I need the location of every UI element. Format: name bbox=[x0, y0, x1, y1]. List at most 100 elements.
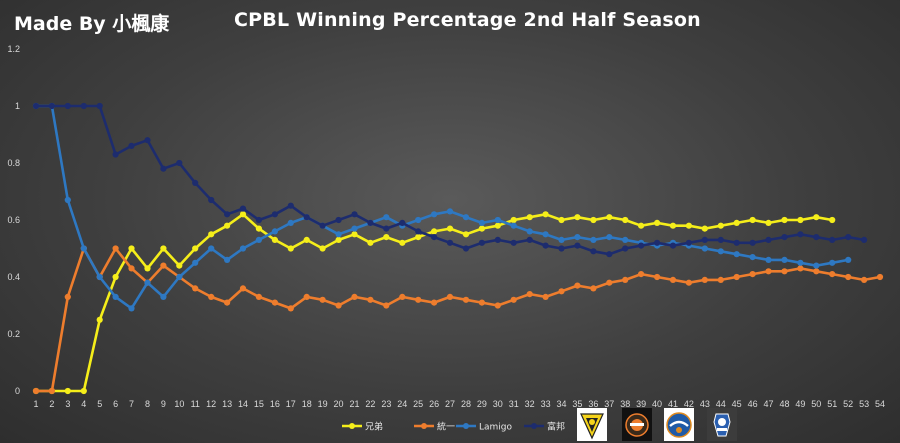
data-point bbox=[319, 222, 326, 229]
data-point bbox=[303, 214, 310, 221]
data-point bbox=[48, 387, 56, 395]
data-point bbox=[669, 242, 677, 249]
data-point bbox=[478, 299, 485, 306]
legend-label: 富邦 bbox=[547, 421, 565, 433]
data-point bbox=[781, 268, 788, 275]
x-tick-label: 12 bbox=[206, 399, 216, 409]
data-point bbox=[144, 279, 151, 286]
data-point bbox=[765, 268, 772, 275]
legend-swatch-marker bbox=[349, 423, 355, 429]
x-tick-label: 30 bbox=[493, 399, 503, 409]
x-tick-label: 45 bbox=[732, 399, 742, 409]
data-point bbox=[717, 248, 724, 255]
data-point bbox=[574, 214, 581, 221]
data-point bbox=[80, 102, 87, 110]
series-2 bbox=[32, 102, 852, 312]
data-point bbox=[510, 216, 517, 224]
series-line bbox=[36, 247, 881, 393]
data-point bbox=[765, 256, 772, 263]
data-point bbox=[415, 216, 422, 224]
x-tick-label: 39 bbox=[636, 399, 646, 409]
data-point bbox=[861, 236, 868, 243]
series-0 bbox=[32, 211, 836, 395]
data-point bbox=[192, 179, 199, 186]
data-point bbox=[112, 151, 119, 158]
data-point bbox=[749, 271, 756, 278]
data-point bbox=[494, 236, 501, 243]
data-point bbox=[622, 236, 629, 243]
data-point bbox=[224, 256, 231, 263]
data-point bbox=[749, 239, 756, 246]
x-tick-label: 33 bbox=[541, 399, 551, 409]
data-point bbox=[638, 271, 645, 278]
data-point bbox=[383, 214, 390, 221]
data-point bbox=[558, 288, 565, 295]
data-point bbox=[255, 293, 262, 300]
x-tick-label: 40 bbox=[652, 399, 662, 409]
data-point bbox=[590, 248, 597, 255]
x-tick-label: 25 bbox=[413, 399, 423, 409]
legend-label: 統一 bbox=[437, 421, 455, 433]
legend-swatch-marker bbox=[421, 423, 427, 429]
data-point bbox=[431, 211, 438, 218]
data-point bbox=[415, 234, 422, 241]
x-tick-label: 18 bbox=[302, 399, 312, 409]
data-point bbox=[622, 216, 629, 224]
x-tick-label: 19 bbox=[318, 399, 328, 409]
x-tick-label: 23 bbox=[381, 399, 391, 409]
data-point bbox=[80, 245, 87, 252]
data-point bbox=[765, 219, 772, 226]
data-point bbox=[96, 316, 103, 323]
data-point bbox=[208, 245, 215, 252]
data-point bbox=[287, 305, 294, 312]
data-point bbox=[319, 296, 326, 303]
data-point bbox=[431, 234, 438, 241]
data-point bbox=[462, 214, 470, 221]
y-tick-label: 0.2 bbox=[7, 329, 20, 339]
data-point bbox=[32, 102, 40, 110]
data-point bbox=[208, 293, 215, 300]
x-tick-label: 22 bbox=[365, 399, 375, 409]
data-point bbox=[558, 245, 565, 252]
chart-title: CPBL Winning Percentage 2nd Half Season bbox=[234, 9, 701, 31]
data-point bbox=[351, 225, 358, 232]
data-point bbox=[781, 256, 788, 263]
data-point bbox=[303, 293, 310, 300]
data-point bbox=[685, 239, 693, 246]
lions-logo bbox=[622, 408, 652, 441]
data-point bbox=[685, 279, 693, 286]
data-point bbox=[654, 219, 661, 226]
x-tick-label: 37 bbox=[604, 399, 614, 409]
data-point bbox=[717, 276, 724, 283]
x-tick-label: 48 bbox=[779, 399, 789, 409]
y-axis: 0 0.2 0.4 0.6 0.8 1 1.2 bbox=[7, 44, 20, 396]
x-tick-label: 49 bbox=[795, 399, 805, 409]
data-point bbox=[176, 262, 183, 269]
data-point bbox=[128, 245, 135, 252]
data-point bbox=[542, 231, 549, 238]
x-tick-label: 52 bbox=[843, 399, 853, 409]
data-point bbox=[797, 216, 804, 224]
data-point bbox=[239, 211, 247, 218]
series-lines bbox=[32, 102, 884, 395]
data-point bbox=[478, 239, 485, 246]
data-point bbox=[32, 387, 40, 395]
data-point bbox=[287, 219, 294, 226]
data-point bbox=[446, 239, 454, 246]
x-tick-label: 47 bbox=[764, 399, 774, 409]
data-point bbox=[526, 236, 533, 243]
x-tick-label: 17 bbox=[286, 399, 296, 409]
data-point bbox=[112, 293, 119, 300]
data-point bbox=[765, 236, 772, 243]
x-tick-label: 15 bbox=[254, 399, 264, 409]
data-point bbox=[478, 225, 485, 232]
x-tick-label: 7 bbox=[129, 399, 134, 409]
data-point bbox=[876, 273, 884, 281]
data-point bbox=[574, 242, 581, 249]
series-1 bbox=[32, 245, 884, 395]
y-tick-label: 0.6 bbox=[7, 215, 20, 225]
data-point bbox=[494, 302, 501, 309]
data-point bbox=[192, 259, 199, 266]
data-point bbox=[383, 302, 390, 309]
